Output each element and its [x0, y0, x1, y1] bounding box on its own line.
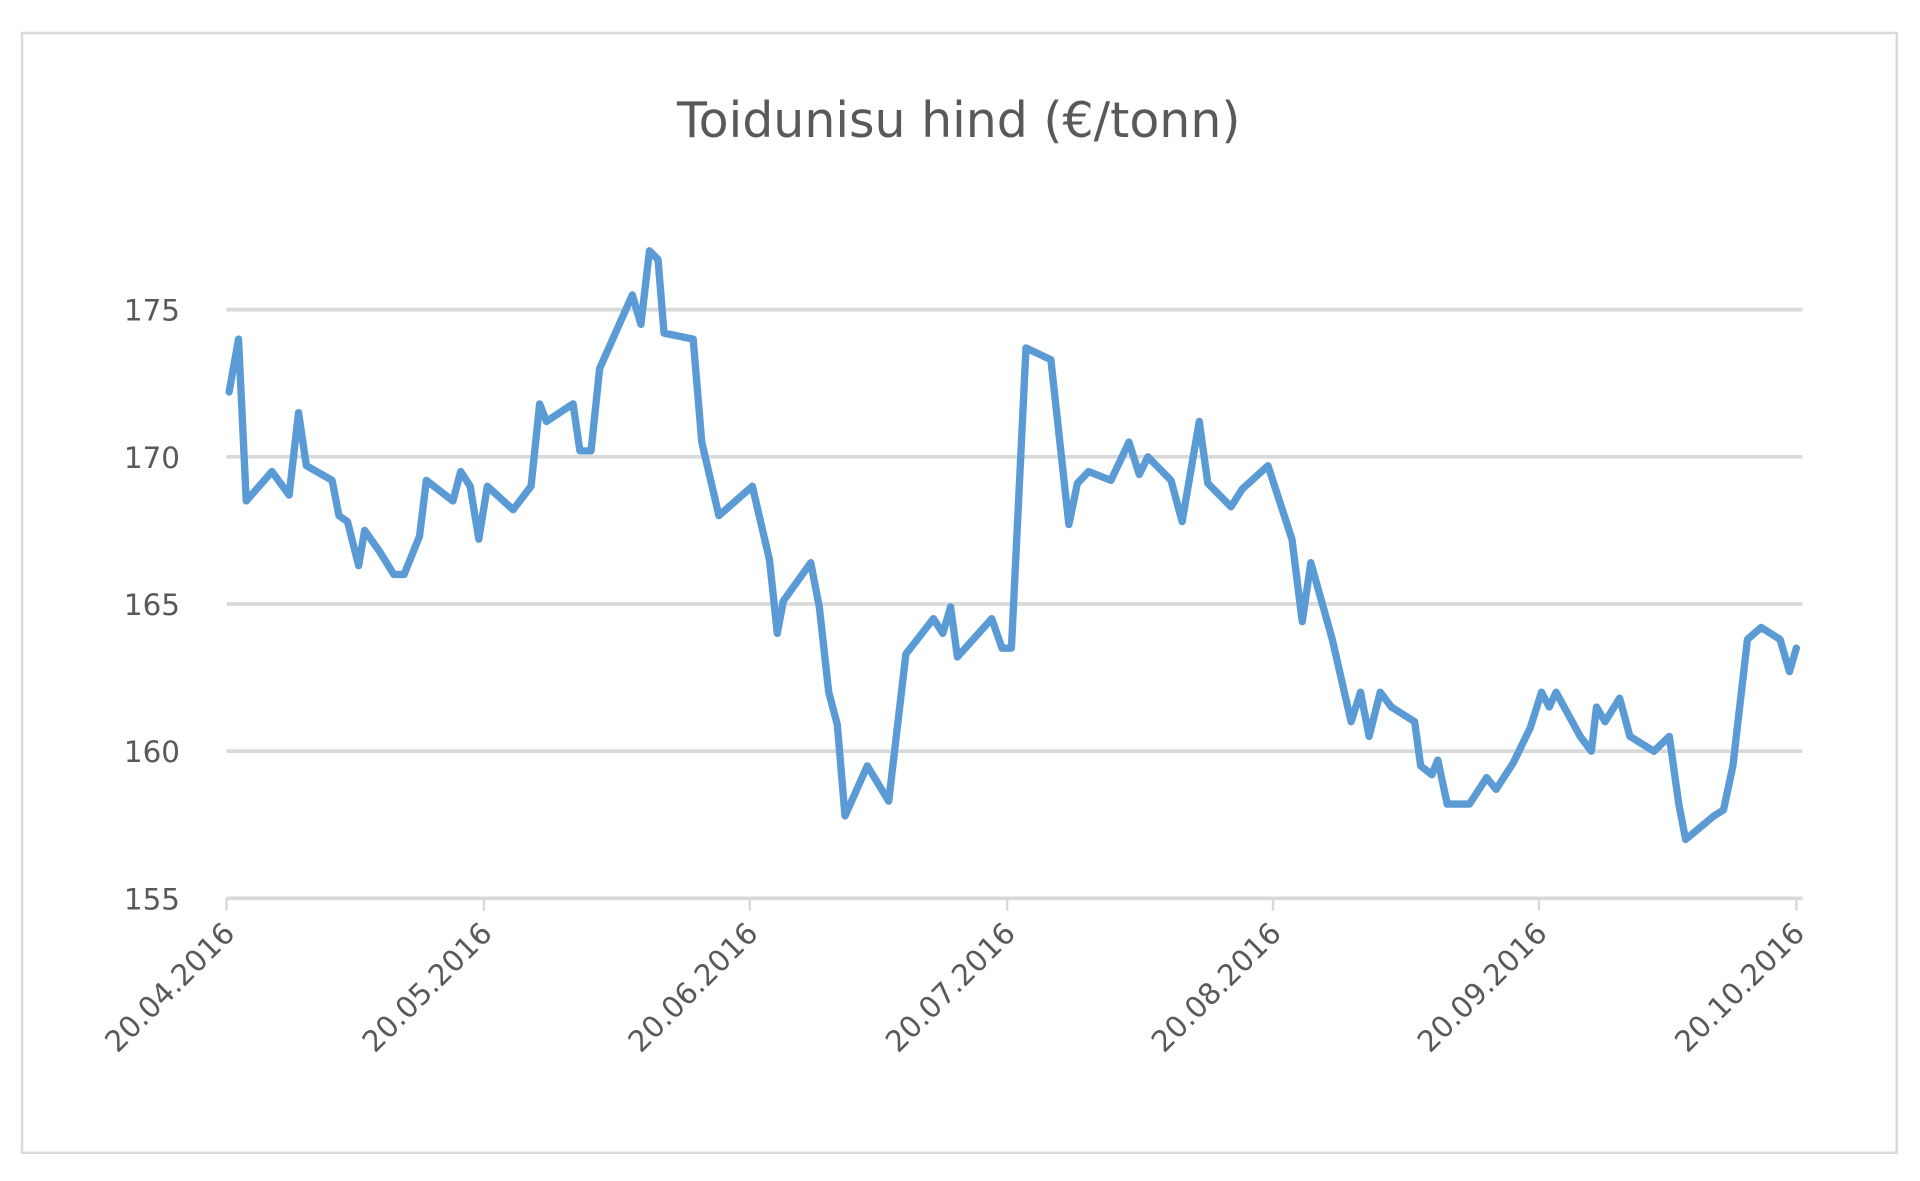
y-tick-label: 160 — [124, 735, 180, 769]
y-tick-label: 170 — [124, 441, 180, 475]
price-line-series — [225, 247, 1801, 844]
y-tick-label: 165 — [124, 588, 180, 622]
chart-border — [20, 31, 1898, 1155]
x-axis — [225, 896, 1803, 911]
y-tick-label: 155 — [124, 882, 180, 916]
chart-title: Toidunisu hind (€/tonn) — [676, 92, 1240, 149]
y-axis-tick-labels: 155 160 165 170 175 — [124, 294, 180, 917]
y-tick-label: 175 — [124, 294, 180, 328]
